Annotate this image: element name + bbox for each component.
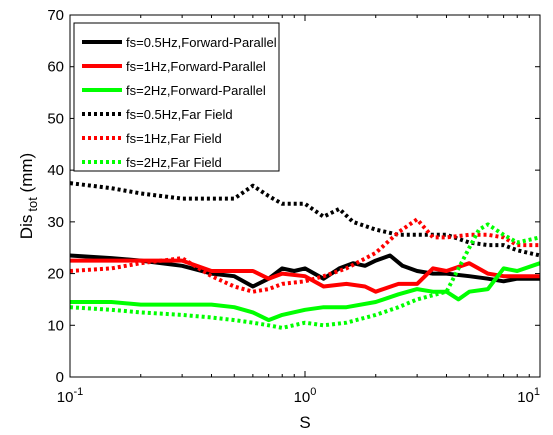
y-tick-label: 70 (47, 7, 64, 24)
legend-label-5: fs=2Hz,Far Field (126, 155, 222, 170)
series-line-1 (70, 258, 540, 294)
legend-label-2: fs=2Hz,Forward-Parallel (126, 83, 266, 98)
series-layer (69, 181, 541, 330)
series-line-4 (69, 217, 540, 294)
x-axis-label: S (299, 413, 310, 432)
series-line-5 (69, 222, 541, 330)
y-tick-label: 60 (47, 59, 64, 76)
series-line-3 (69, 181, 541, 258)
x-axis: 10-1 100 101 (57, 15, 541, 406)
y-tick-label: 0 (56, 369, 64, 386)
y-tick-label: 20 (47, 266, 64, 283)
legend-label-4: fs=1Hz,Far Field (126, 131, 222, 146)
legend-label-3: fs=0.5Hz,Far Field (126, 107, 233, 122)
x-tick-label: 101 (517, 386, 540, 406)
y-axis: 0 10 20 30 40 50 60 70 (47, 7, 540, 386)
x-tick-label: 100 (294, 386, 317, 406)
y-tick-label: 50 (47, 110, 64, 127)
series-line-0 (69, 253, 540, 289)
legend: fs=0.5Hz,Forward-Parallel fs=1Hz,Forward-… (73, 22, 280, 172)
legend-label-0: fs=0.5Hz,Forward-Parallel (126, 35, 277, 50)
y-tick-label: 30 (47, 214, 64, 231)
y-tick-label: 40 (47, 162, 64, 179)
x-tick-label: 10-1 (57, 386, 83, 406)
y-tick-label: 10 (47, 317, 64, 334)
y-axis-label: Distot (mm) (17, 153, 40, 239)
series-line-2 (70, 261, 541, 323)
legend-label-1: fs=1Hz,Forward-Parallel (126, 59, 266, 74)
legend-box (73, 22, 280, 172)
